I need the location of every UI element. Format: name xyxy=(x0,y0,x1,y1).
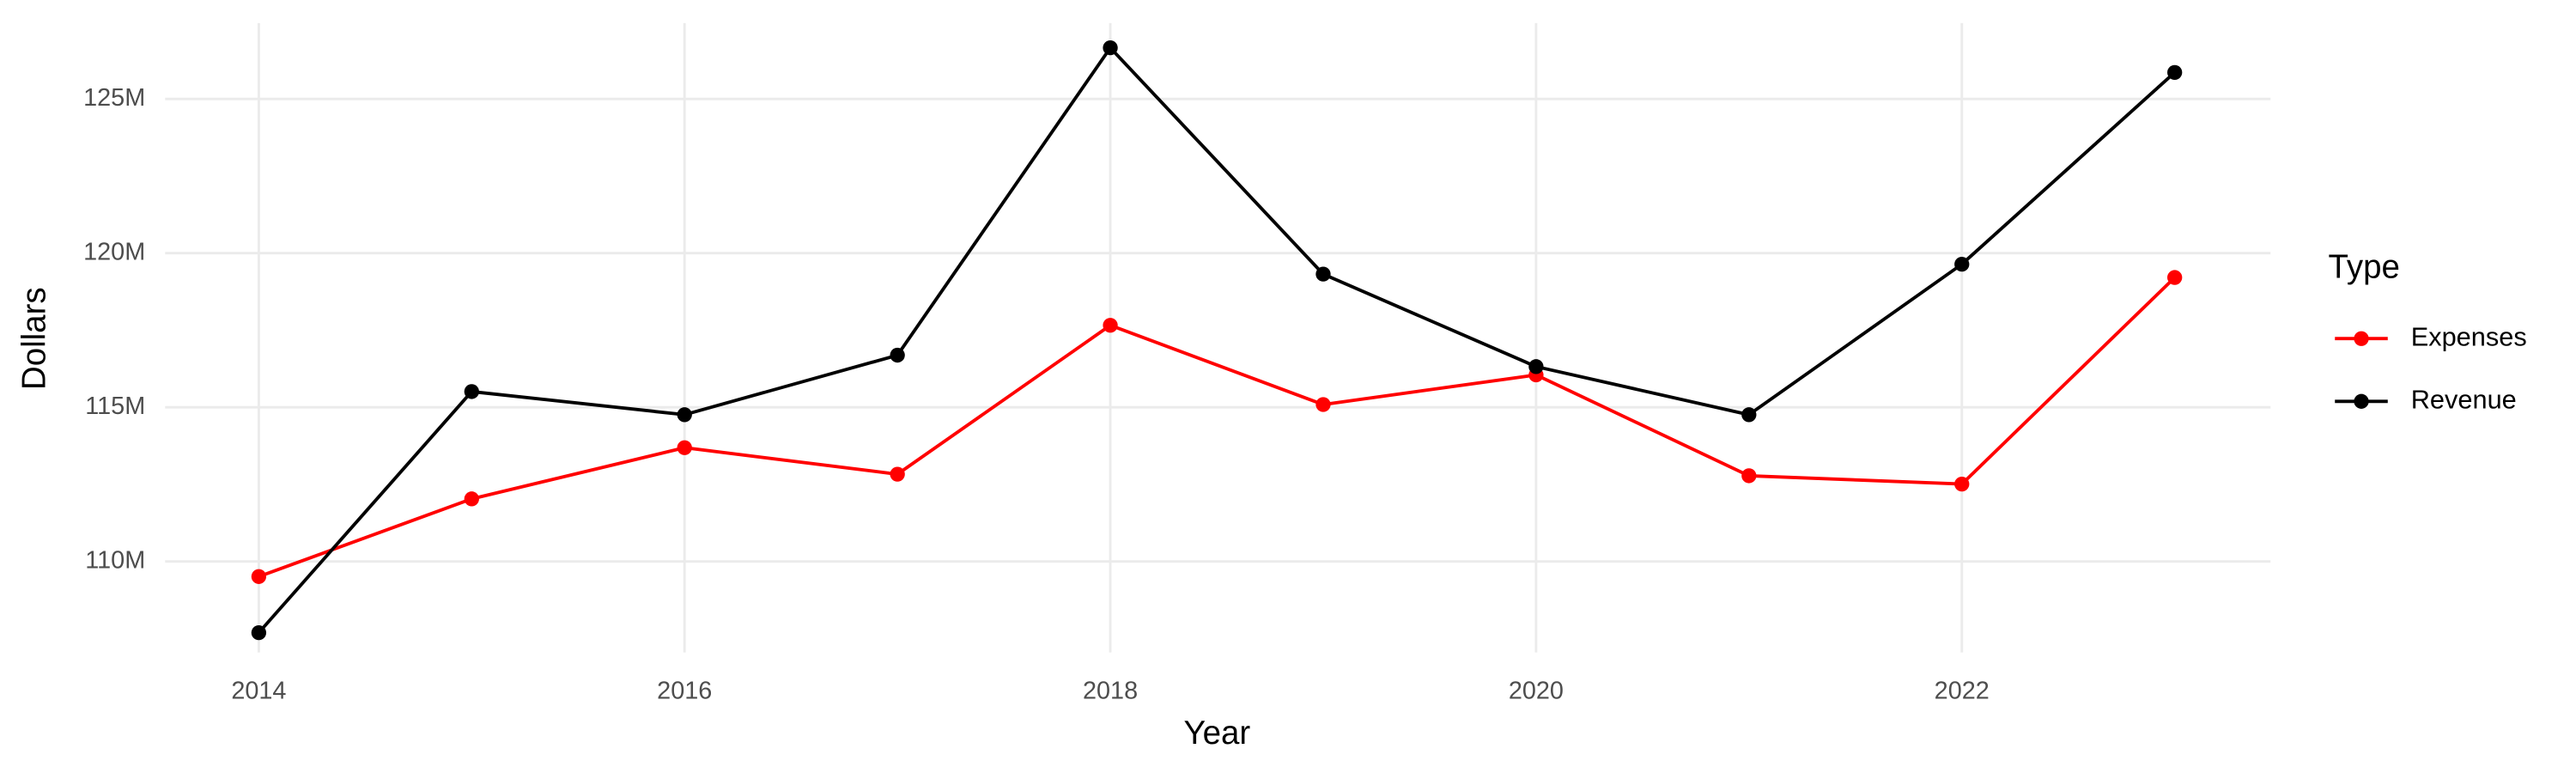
legend-key-point xyxy=(2354,393,2369,409)
data-point xyxy=(890,466,905,482)
x-tick-label: 2018 xyxy=(1083,677,1138,704)
x-tick-label: 2016 xyxy=(657,677,712,704)
data-point xyxy=(1528,359,1544,374)
y-tick-label: 125M xyxy=(83,84,145,112)
y-tick-label: 110M xyxy=(85,546,145,574)
data-point xyxy=(464,491,479,507)
data-point xyxy=(1103,40,1118,56)
data-point xyxy=(1954,256,1970,272)
data-point xyxy=(677,407,692,423)
x-tick-label: 2014 xyxy=(231,677,286,704)
x-tick-label: 2020 xyxy=(1509,677,1564,704)
series-line xyxy=(257,45,2176,634)
data-point xyxy=(1741,407,1757,423)
y-tick-label: 115M xyxy=(85,393,145,420)
y-tick-label: 120M xyxy=(83,238,145,265)
data-point xyxy=(1103,318,1118,333)
data-point xyxy=(251,624,267,641)
y-axis-title: Dollars xyxy=(15,287,52,390)
data-point xyxy=(890,347,905,363)
x-axis-title: Year xyxy=(1183,715,1250,752)
data-point xyxy=(1315,397,1331,412)
data-point xyxy=(677,440,692,455)
data-point xyxy=(251,569,267,584)
x-tick-label: 2022 xyxy=(1935,677,1990,704)
data-point xyxy=(1741,468,1757,484)
legend-label: Expenses xyxy=(2411,321,2527,351)
legend-key-point xyxy=(2354,331,2369,346)
data-point xyxy=(464,384,479,399)
series-line xyxy=(258,276,2177,579)
data-point xyxy=(1315,266,1331,282)
data-point xyxy=(2167,64,2183,81)
legend-label: Revenue xyxy=(2411,384,2517,414)
legend-title: Type xyxy=(2329,249,2400,286)
data-point xyxy=(1954,476,1970,492)
data-point xyxy=(2167,270,2183,285)
